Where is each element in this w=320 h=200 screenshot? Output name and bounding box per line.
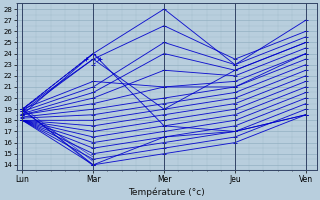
X-axis label: Température (°c): Température (°c): [128, 187, 205, 197]
